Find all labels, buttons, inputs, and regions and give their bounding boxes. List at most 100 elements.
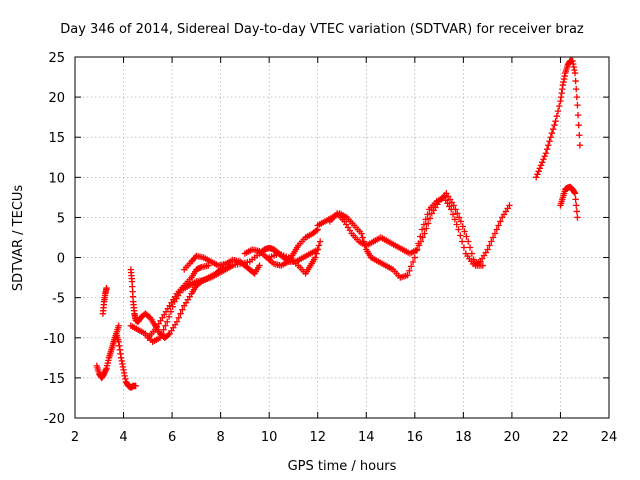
series-arc-4 [127, 266, 224, 341]
data-point-interp [452, 206, 459, 213]
data-point-interp [548, 130, 556, 137]
data-point-interp [488, 238, 495, 245]
y-tick-label: 0 [57, 252, 65, 267]
y-tick-label: -10 [44, 332, 65, 347]
data-point [411, 254, 419, 261]
x-tick-label: 2 [71, 430, 79, 445]
data-point [537, 162, 545, 169]
data-point [457, 218, 465, 225]
data-point [421, 230, 428, 237]
data-point-interp [426, 215, 434, 222]
data-point-interp [572, 77, 579, 85]
data-point-interp [451, 216, 459, 223]
data-point [542, 150, 550, 157]
data-point-interp [540, 156, 547, 163]
data-point [404, 272, 411, 279]
x-tick-label: 12 [309, 430, 326, 445]
data-point-interp [165, 313, 173, 320]
x-tick-label: 24 [601, 430, 618, 445]
data-point-interp [536, 165, 544, 172]
series-arc-early-1 [93, 322, 122, 382]
data-point-interp [572, 196, 579, 203]
data-point-interp [313, 227, 320, 234]
y-tick-label: -15 [44, 372, 65, 387]
data-point-interp [175, 314, 182, 321]
data-point-interp [179, 306, 186, 313]
data-point [418, 226, 426, 233]
series-arc-10 [265, 238, 324, 277]
x-tick-label: 4 [119, 430, 127, 445]
data-point [547, 134, 554, 141]
data-point-interp [486, 242, 493, 249]
data-point-interp [463, 233, 470, 240]
data-point-interp [545, 142, 552, 149]
data-point-interp [165, 331, 172, 338]
data-point [358, 230, 365, 237]
data-point-interp [551, 121, 558, 129]
data-point [455, 226, 462, 233]
data-point-interp [314, 246, 321, 253]
x-tick-label: 16 [407, 430, 424, 445]
series-arc-6 [144, 262, 212, 341]
data-point-interp [461, 228, 468, 235]
x-tick-label: 18 [455, 430, 472, 445]
data-point-interp [449, 211, 457, 218]
data-point-interp [315, 242, 323, 249]
data-point-interp [546, 138, 553, 145]
data-point-interp [454, 210, 461, 217]
data-point-interp [409, 258, 417, 266]
data-point-interp [417, 238, 425, 245]
data-point-interp [422, 216, 429, 223]
data-point-interp [453, 221, 460, 228]
data-point [312, 254, 319, 261]
data-point-interp [457, 232, 464, 239]
x-tick-labels: 2 4 6 8 10 12 14 16 18 20 22 24 [71, 430, 617, 445]
data-point-interp [420, 221, 428, 228]
data-point-interp [458, 238, 466, 245]
data-point-interp [407, 263, 415, 270]
data-point [115, 322, 122, 329]
data-point-interp [423, 225, 430, 232]
x-tick-label: 8 [216, 430, 224, 445]
data-point [571, 69, 579, 77]
data-point-interp [162, 322, 169, 329]
data-point [479, 262, 486, 269]
x-tick-label: 22 [552, 430, 569, 445]
data-point-interp [574, 111, 582, 119]
data-point-interp [573, 85, 580, 93]
x-tick-label: 20 [504, 430, 521, 445]
data-points [93, 57, 584, 391]
data-point-interp [539, 159, 546, 166]
data-point-interp [497, 218, 504, 225]
series-arc-5 [127, 262, 236, 345]
data-point-interp [455, 214, 463, 221]
data-point-interp [535, 168, 542, 175]
data-point [484, 246, 491, 253]
data-point-interp [424, 220, 432, 227]
series-arc-13 [532, 57, 584, 181]
series-arc-12 [326, 190, 486, 269]
data-point [256, 262, 263, 269]
data-point-interp [549, 126, 557, 133]
data-point [164, 318, 171, 325]
data-point-interp [359, 234, 366, 241]
data-point-interp [495, 222, 502, 229]
data-point [532, 174, 540, 181]
data-point-interp [459, 223, 466, 230]
y-axis-label: SDTVAR / TECUs [11, 185, 26, 292]
data-point-interp [415, 242, 423, 249]
data-point [156, 334, 164, 341]
data-point-interp [460, 244, 468, 251]
y-tick-label: 15 [48, 131, 65, 146]
data-point-interp [313, 250, 320, 257]
data-point-interp [554, 107, 562, 115]
data-point [414, 246, 421, 253]
chart-title: Day 346 of 2014, Sidereal Day-to-day VTE… [60, 22, 584, 37]
data-point [132, 382, 139, 390]
data-point-interp [573, 202, 580, 209]
data-point-interp [468, 250, 476, 257]
data-point-interp [177, 310, 184, 317]
y-tick-label: 5 [57, 211, 65, 226]
data-point-interp [573, 208, 581, 215]
